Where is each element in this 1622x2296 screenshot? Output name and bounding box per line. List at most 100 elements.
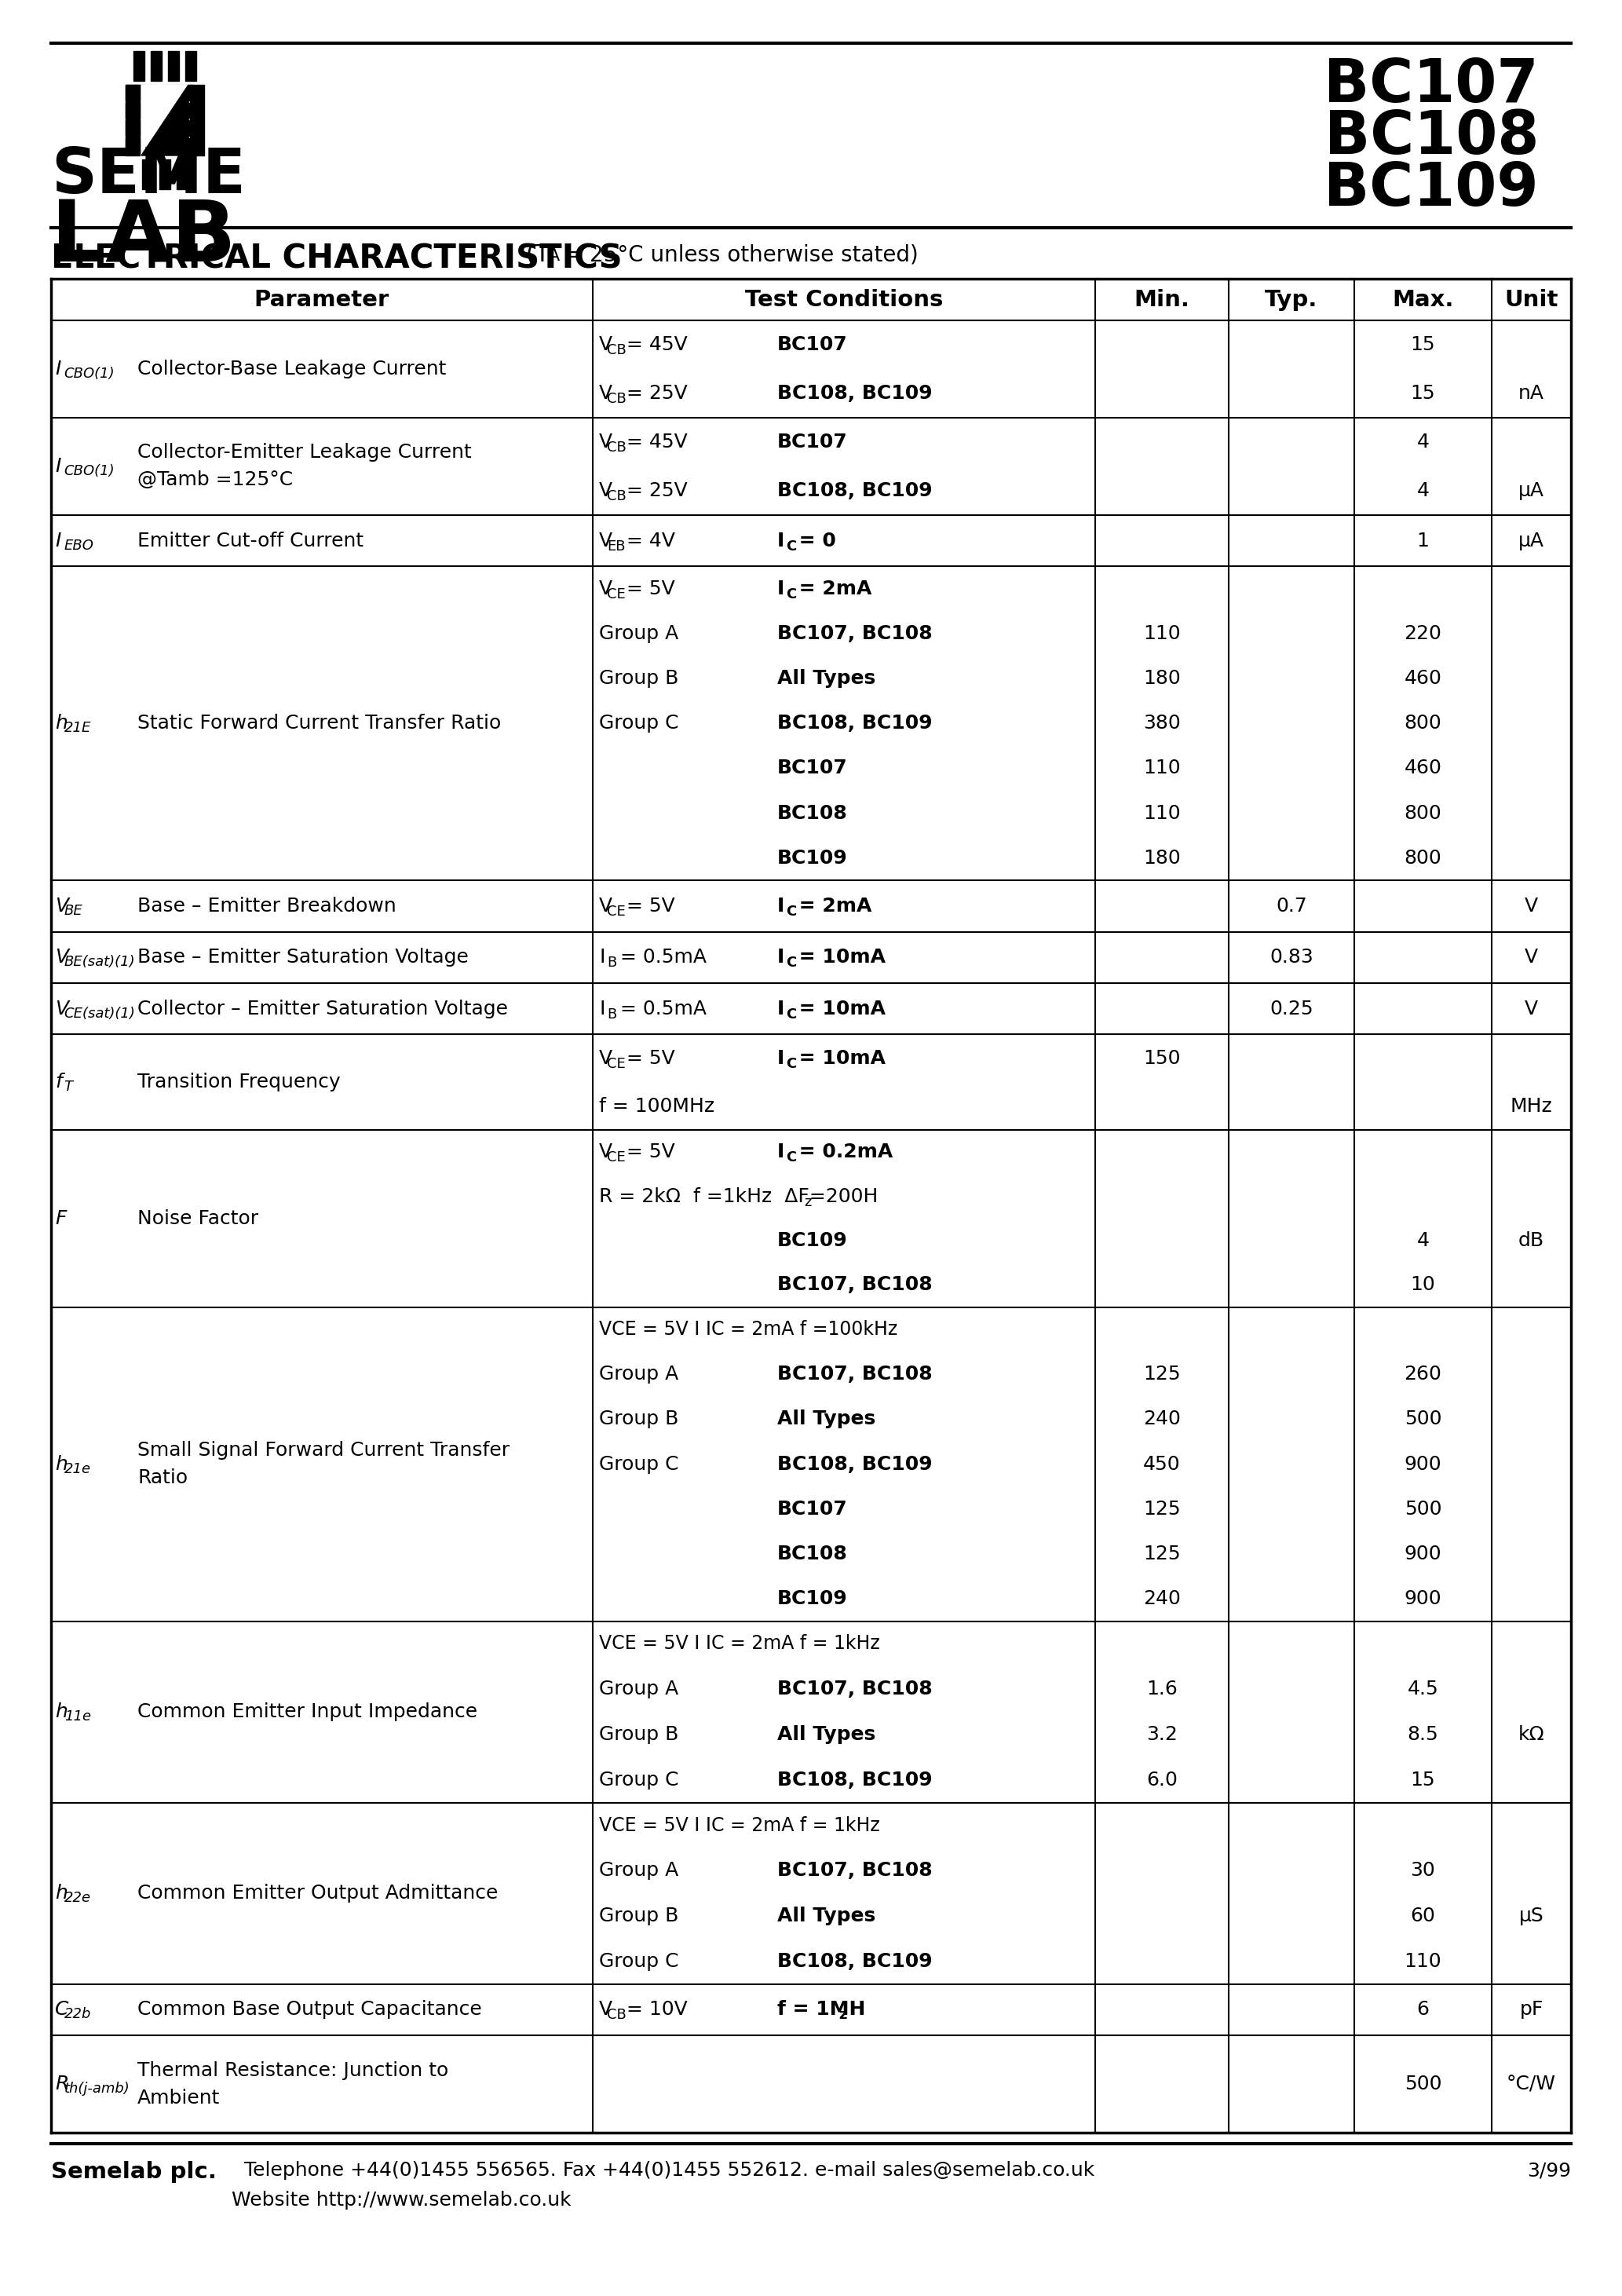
Text: 21e: 21e [65,1463,91,1476]
Text: BC109: BC109 [777,1231,848,1249]
Text: C: C [787,1056,796,1070]
Text: 125: 125 [1144,1499,1181,1518]
Text: = 0: = 0 [792,530,837,551]
Text: BC107, BC108: BC107, BC108 [777,1862,933,1880]
Text: Group C: Group C [599,1770,678,1789]
Text: I: I [55,457,60,475]
Text: All Types: All Types [777,1906,876,1926]
Text: 240: 240 [1144,1589,1181,1607]
Text: = 10mA: = 10mA [792,1049,886,1068]
Text: °C/W: °C/W [1507,2076,1555,2094]
Text: 15: 15 [1411,335,1435,354]
Text: BC108, BC109: BC108, BC109 [777,1770,933,1789]
Text: CBO(1): CBO(1) [65,464,115,478]
Text: = 5V: = 5V [620,1049,675,1068]
Text: = 4V: = 4V [620,530,675,551]
Text: Common Base Output Capacitance: Common Base Output Capacitance [138,2000,482,2018]
Text: I: I [777,1143,785,1162]
Text: BC107: BC107 [777,335,848,354]
Text: dB: dB [1518,1231,1544,1249]
Text: 180: 180 [1144,668,1181,689]
Text: 900: 900 [1405,1589,1442,1607]
Text: BC107: BC107 [777,1499,848,1518]
Text: EBO: EBO [65,537,94,553]
Text: R: R [55,2076,68,2094]
Bar [151,51,162,80]
Text: = 10V: = 10V [620,2000,688,2018]
Text: 15: 15 [1411,383,1435,402]
Bar [125,119,157,135]
Text: R = 2kΩ  f =1kHz  ΔF=200H: R = 2kΩ f =1kHz ΔF=200H [599,1187,878,1205]
Text: F: F [55,1210,67,1228]
Text: BC107, BC108: BC107, BC108 [777,625,933,643]
Text: Group A: Group A [599,1364,678,1384]
Text: V: V [55,999,68,1017]
Text: BC109: BC109 [777,850,848,868]
Text: 800: 800 [1405,804,1442,822]
Text: h: h [55,1701,68,1722]
Text: 240: 240 [1144,1410,1181,1428]
Text: VCE = 5V I IC = 2mA f = 1kHz: VCE = 5V I IC = 2mA f = 1kHz [599,1816,879,1835]
Text: Common Emitter Input Impedance: Common Emitter Input Impedance [138,1701,477,1722]
Text: = 45V: = 45V [620,432,688,452]
Text: 900: 900 [1405,1456,1442,1474]
Text: All Types: All Types [777,1410,876,1428]
Text: pF: pF [1520,2000,1543,2018]
Text: BC108, BC109: BC108, BC109 [777,383,933,402]
Text: Small Signal Forward Current Transfer: Small Signal Forward Current Transfer [138,1442,509,1460]
Text: V: V [599,1049,613,1068]
Text: 3.2: 3.2 [1147,1724,1178,1745]
Text: f = 100MHz: f = 100MHz [599,1097,715,1116]
Text: EB: EB [607,540,626,553]
Text: @Tamb =125°C: @Tamb =125°C [138,471,294,489]
Text: μS: μS [1518,1906,1544,1926]
Text: V: V [599,1143,613,1162]
Text: LAB: LAB [50,195,237,280]
Text: 900: 900 [1405,1545,1442,1564]
Text: I: I [777,948,785,967]
Text: BC108: BC108 [777,804,848,822]
Text: 10: 10 [1411,1277,1435,1295]
Text: 1.6: 1.6 [1147,1681,1178,1699]
Text: Max.: Max. [1392,289,1453,310]
Text: BC109: BC109 [1324,161,1539,218]
Text: 450: 450 [1144,1456,1181,1474]
Text: 110: 110 [1144,760,1181,778]
Text: 150: 150 [1144,1049,1181,1068]
Text: Group B: Group B [599,1906,678,1926]
Text: BC107, BC108: BC107, BC108 [777,1364,933,1384]
Text: I: I [777,999,785,1017]
Text: Collector-Base Leakage Current: Collector-Base Leakage Current [138,360,446,379]
Text: kΩ: kΩ [1518,1724,1544,1745]
Text: I: I [777,579,785,599]
Text: Noise Factor: Noise Factor [138,1210,258,1228]
Text: 6: 6 [1416,2000,1429,2018]
Text: Typ.: Typ. [1265,289,1319,310]
Text: V: V [1525,999,1538,1017]
Text: BC107, BC108: BC107, BC108 [777,1277,933,1295]
Text: = 25V: = 25V [620,383,688,402]
Text: 21E: 21E [65,721,91,735]
Text: CB: CB [607,441,626,455]
Text: CE: CE [607,1150,626,1164]
Bar [185,51,196,80]
Text: = 5V: = 5V [620,579,675,599]
Text: h: h [55,1456,68,1474]
Text: I: I [599,948,605,967]
Bar [161,138,193,154]
Text: Base – Emitter Breakdown: Base – Emitter Breakdown [138,898,396,916]
Text: 380: 380 [1144,714,1181,732]
Text: Parameter: Parameter [255,289,389,310]
Text: V: V [55,948,68,967]
Text: 8.5: 8.5 [1408,1724,1439,1745]
Polygon shape [141,85,188,156]
Text: BC107: BC107 [1324,57,1539,115]
Text: I: I [777,898,785,916]
Bar [133,51,144,80]
Text: 220: 220 [1405,625,1442,643]
Text: Collector – Emitter Saturation Voltage: Collector – Emitter Saturation Voltage [138,999,508,1017]
Text: 500: 500 [1405,1410,1442,1428]
Text: VCE = 5V I IC = 2mA f = 1kHz: VCE = 5V I IC = 2mA f = 1kHz [599,1635,879,1653]
Text: = 0.5mA: = 0.5mA [613,948,706,967]
Bar [125,85,139,156]
